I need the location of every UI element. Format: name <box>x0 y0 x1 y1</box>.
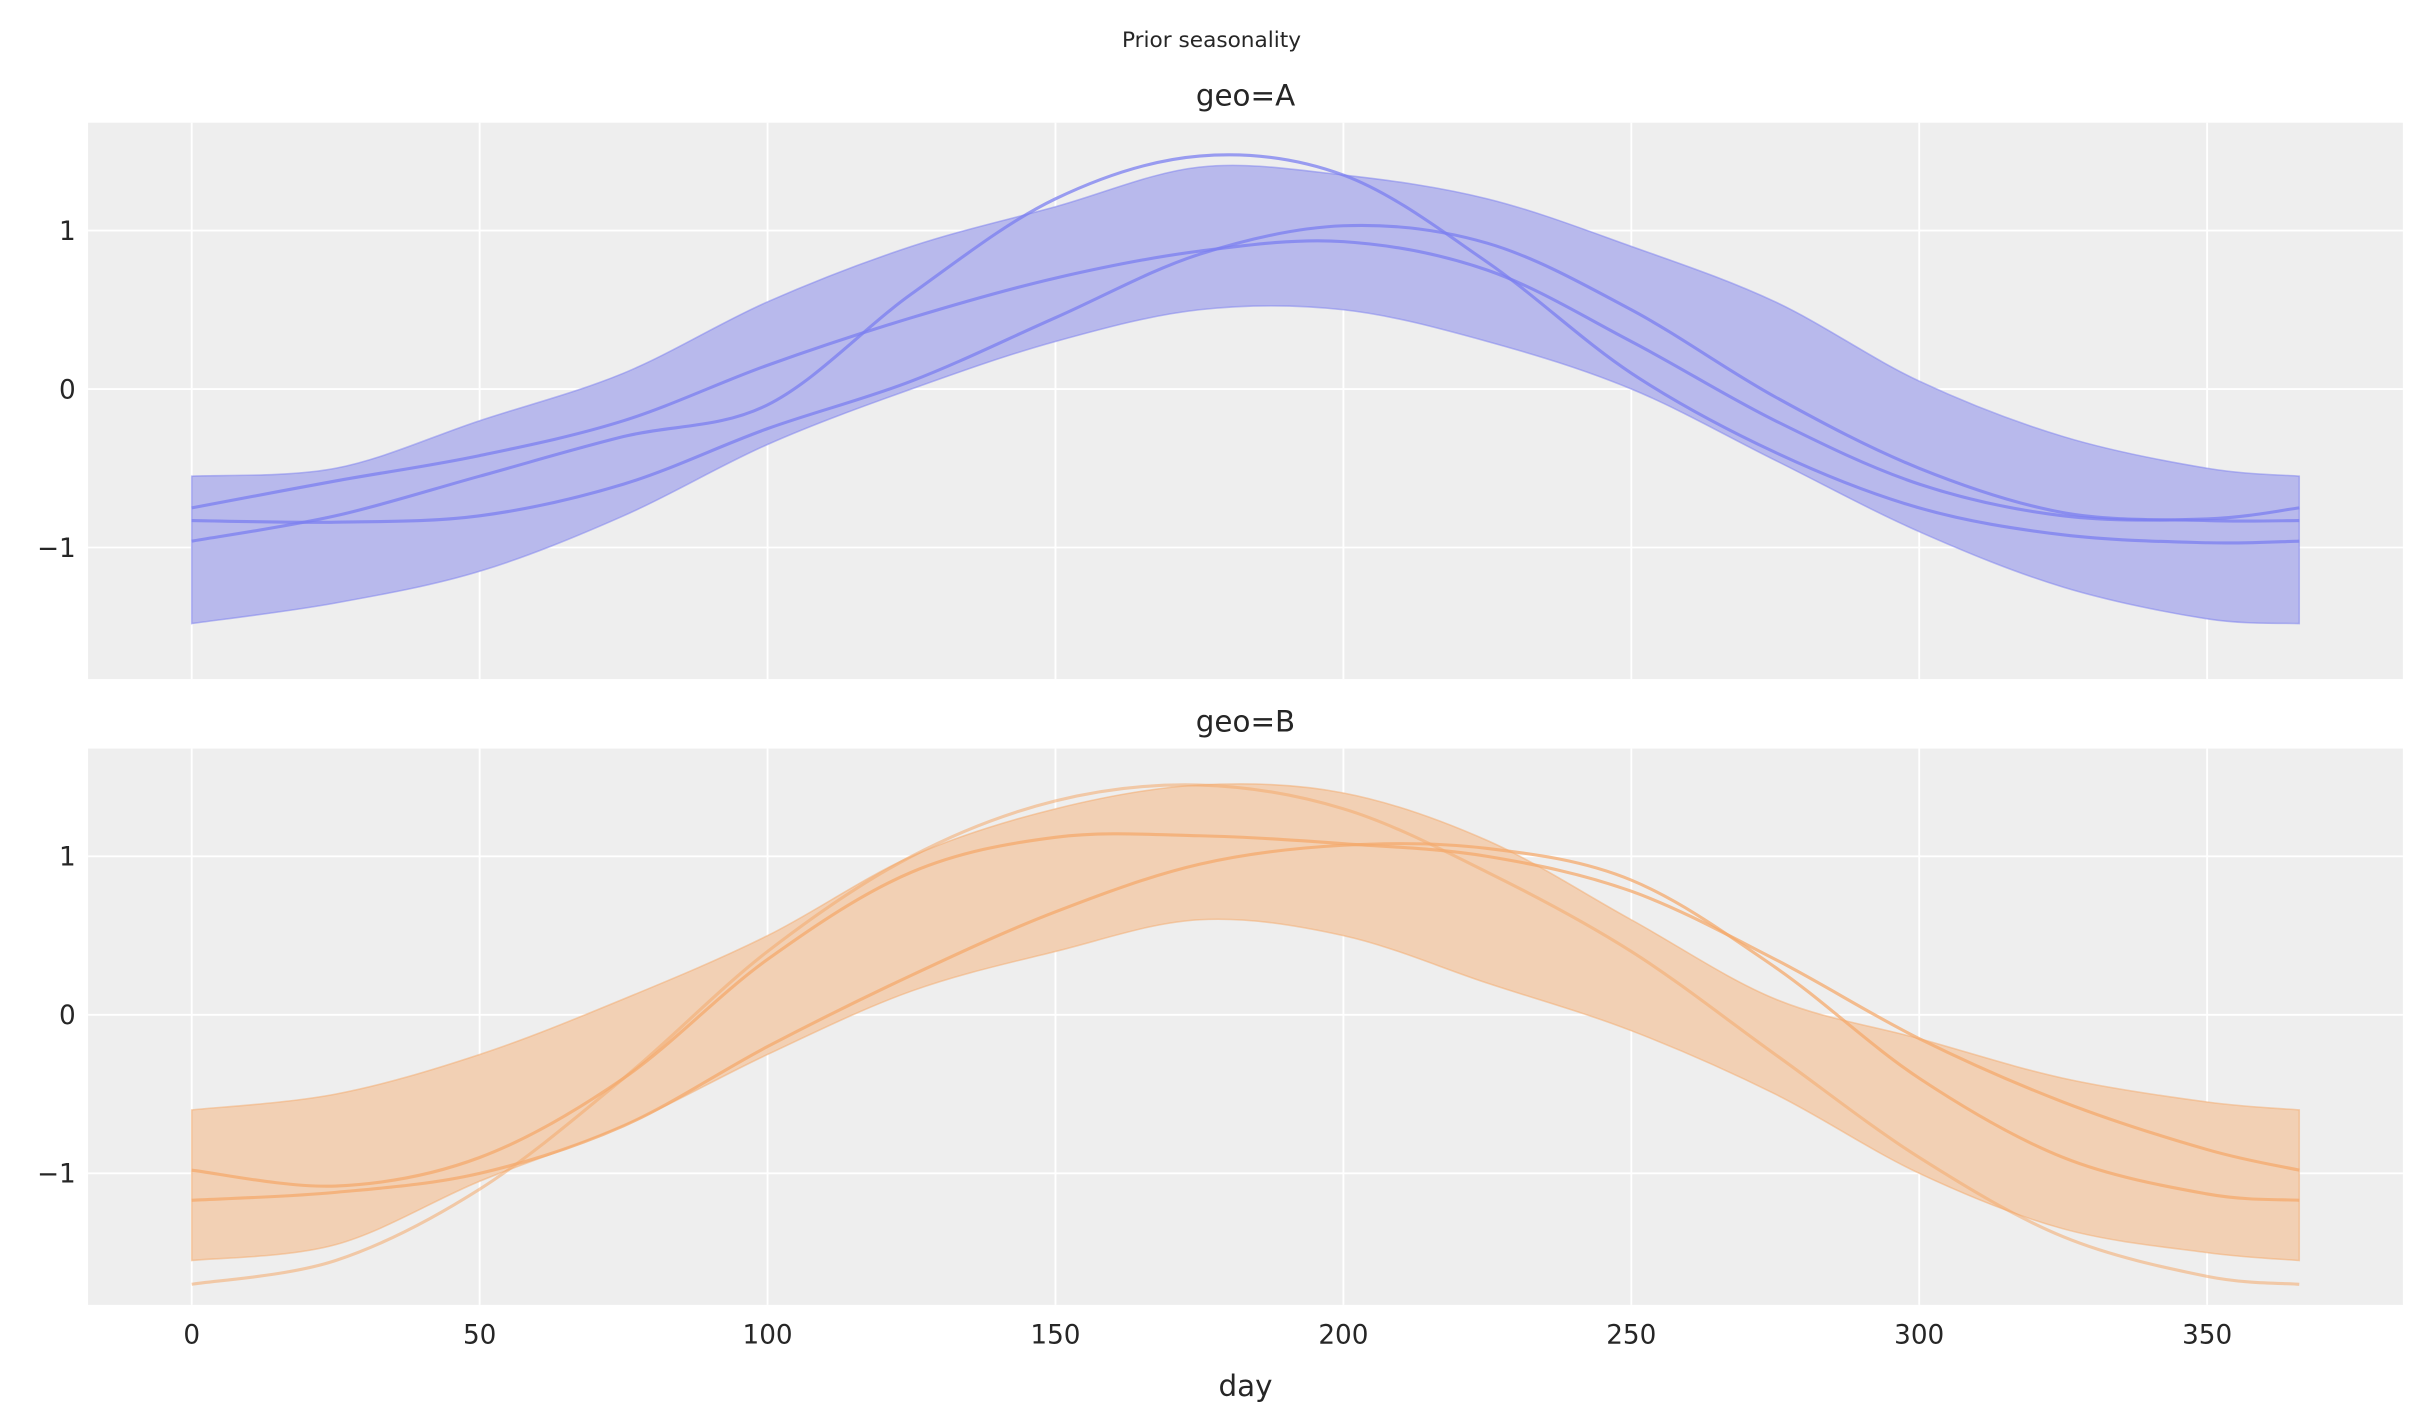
panel-geo-b: 0 50 100 150 200 250 300 350 1 0 −1 geo=B day <box>37 705 2403 1403</box>
sample-line-1 <box>191 832 2300 1188</box>
x-tick-label: 250 <box>1606 1321 1656 1351</box>
panel-geo-a: 1 0 −1 geo=A <box>37 79 2403 680</box>
y-tick-label: 0 <box>59 375 76 405</box>
sample-line-2 <box>191 223 2300 524</box>
x-tick-label: 200 <box>1318 1321 1368 1351</box>
panel-title-geo-a: geo=A <box>1196 79 1295 113</box>
x-tick-label: 50 <box>463 1321 496 1351</box>
x-tick-label: 100 <box>743 1321 793 1351</box>
y-tick-label: 0 <box>59 1001 76 1031</box>
y-tick-label: −1 <box>37 534 76 564</box>
hdi-band <box>190 164 2301 625</box>
x-tick-label: 350 <box>2182 1321 2232 1351</box>
sample-line-3 <box>191 153 2300 545</box>
sample-line-1 <box>191 239 2300 522</box>
y-tick-label: 1 <box>59 843 76 873</box>
x-axis-label: day <box>1218 1369 1272 1403</box>
panel-title-geo-b: geo=B <box>1196 705 1295 739</box>
suptitle: Prior seasonality <box>1122 28 1301 53</box>
y-tick-label: 1 <box>59 217 76 247</box>
sample-line-2 <box>191 842 2300 1202</box>
sample-line-3 <box>191 783 2300 1286</box>
x-tick-label: 300 <box>1894 1321 1944 1351</box>
x-tick-label: 0 <box>183 1321 200 1351</box>
x-tick-label: 150 <box>1030 1321 1080 1351</box>
y-tick-label: −1 <box>37 1160 76 1190</box>
